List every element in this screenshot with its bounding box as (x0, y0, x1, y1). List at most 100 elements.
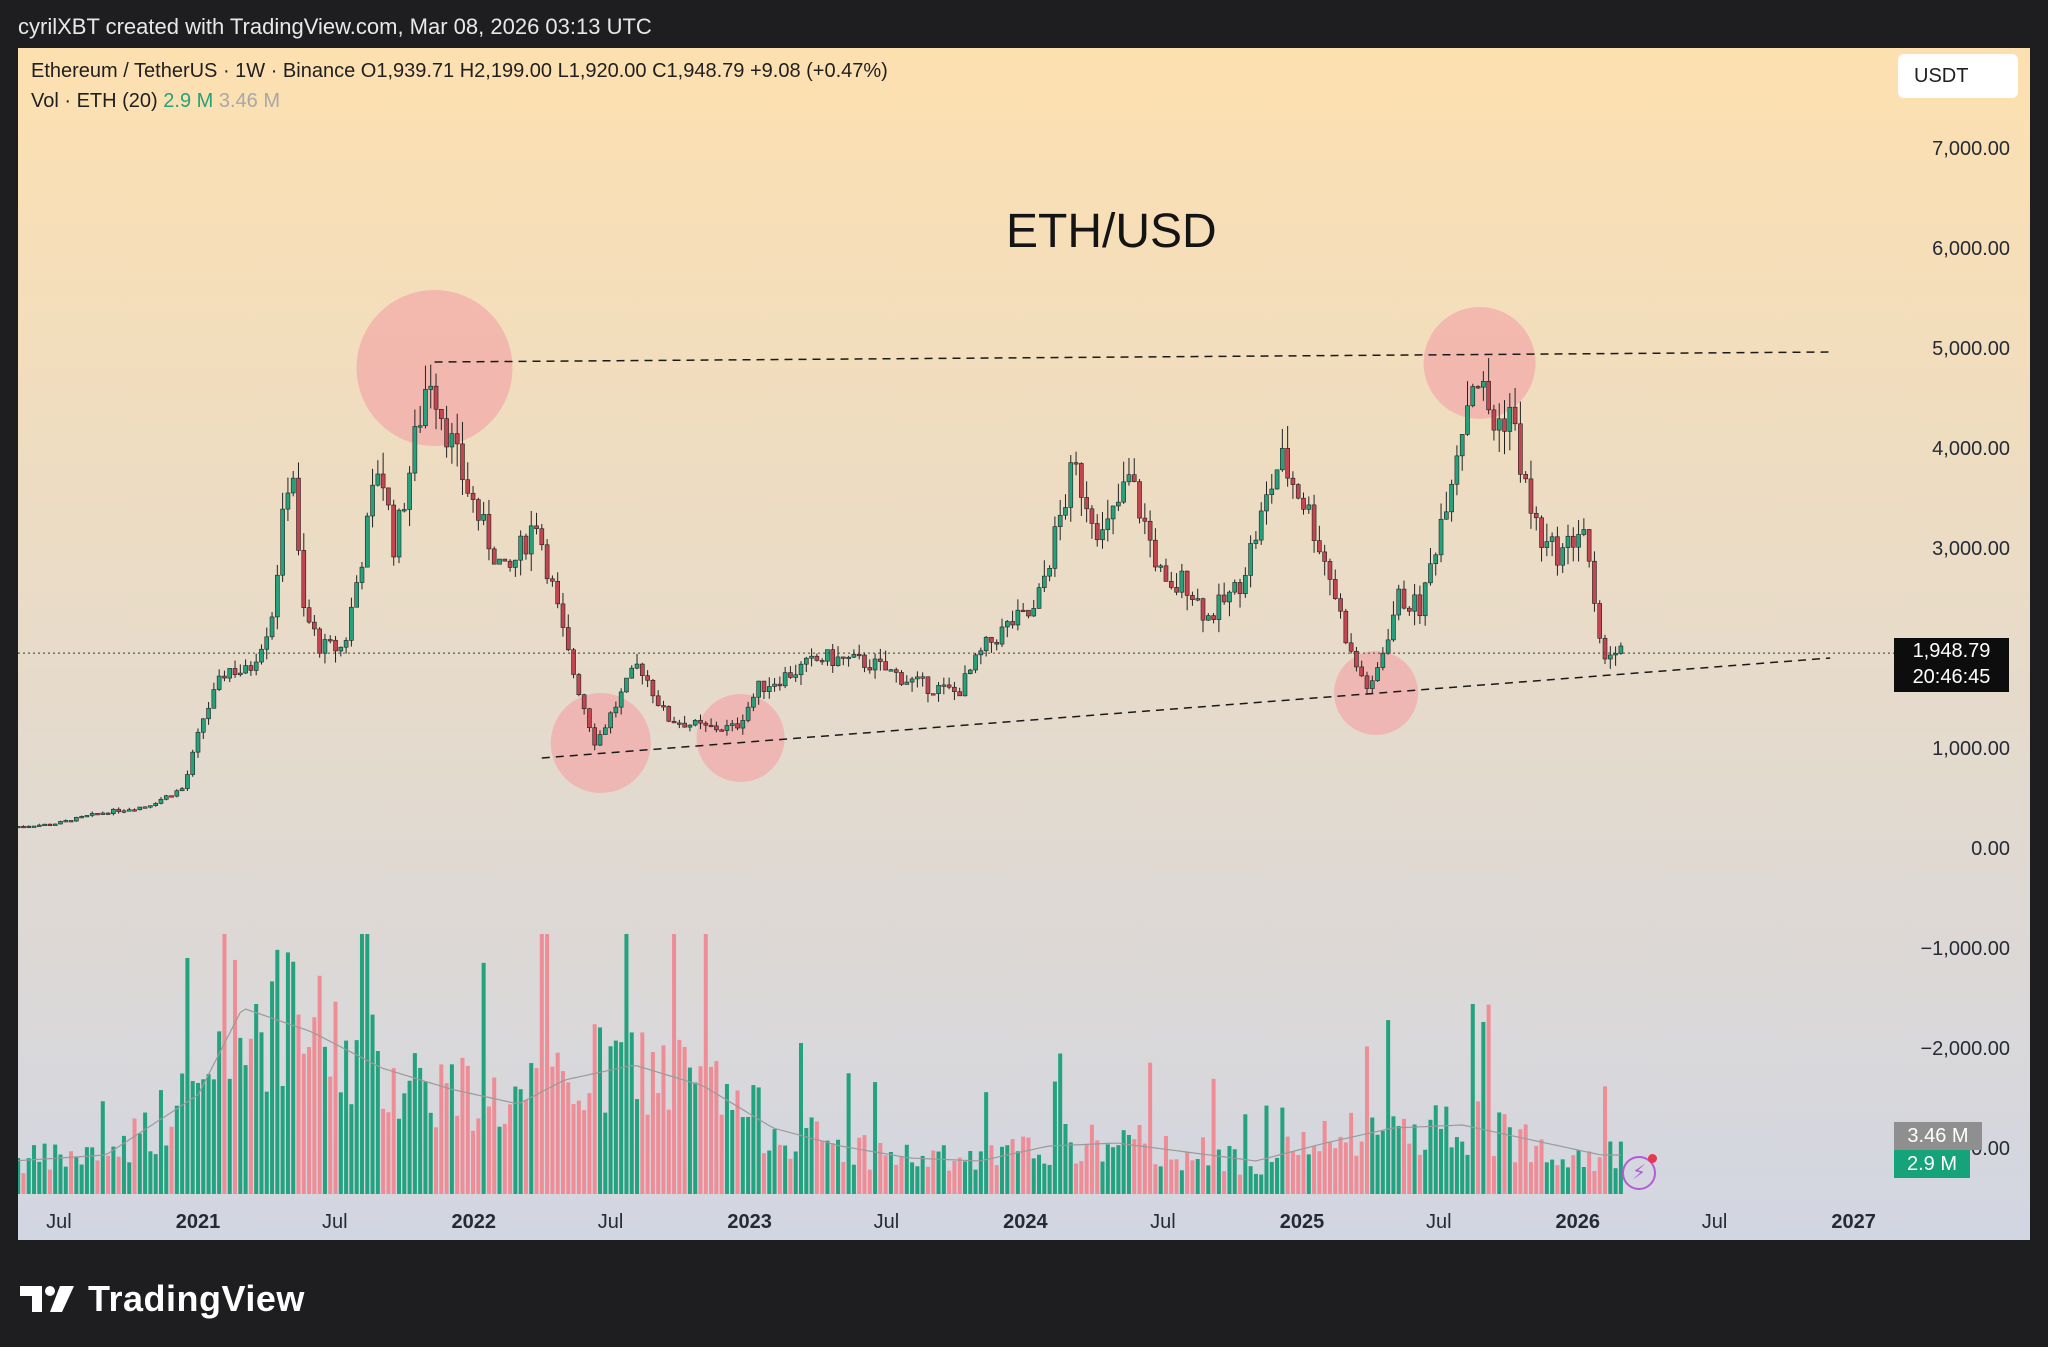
volume-bar (825, 1140, 830, 1194)
volume-bar (978, 1151, 983, 1194)
volume-bar (836, 1139, 841, 1194)
y-tick-label: −1,000.00 (1920, 938, 2010, 960)
candle-body (470, 492, 476, 500)
candle-body (200, 718, 206, 733)
volume-bar (1190, 1160, 1195, 1194)
volume-bar (1322, 1120, 1327, 1194)
candle-body (1253, 539, 1259, 544)
candle-body (42, 823, 47, 826)
volume-last-label: 2.9 M (1894, 1150, 1970, 1178)
volume-bar (111, 1146, 116, 1194)
volume-bar (756, 1087, 761, 1194)
candle-body (946, 684, 952, 688)
volume-bar (1095, 1140, 1100, 1194)
candle-body (1518, 423, 1523, 475)
currency-unit-button[interactable]: USDT (1898, 54, 2018, 98)
candle-body (1047, 568, 1052, 577)
candle-body (1602, 637, 1608, 660)
candle-body (550, 578, 555, 582)
volume-bar (1068, 1142, 1073, 1194)
candle-body (1147, 520, 1153, 541)
tradingview-logo[interactable]: TradingView (20, 1278, 305, 1320)
volume-bar (63, 1166, 68, 1194)
candle-body (391, 504, 397, 558)
candle-body (364, 515, 370, 568)
volume-bar (259, 1032, 264, 1194)
candle-body (708, 724, 714, 728)
candle-body (1280, 447, 1285, 471)
y-tick-label: 3,000.00 (1932, 538, 2010, 560)
candle-body (909, 678, 915, 683)
candle-body (1539, 517, 1544, 548)
lightning-icon[interactable]: ⚡ (1622, 1156, 1656, 1190)
volume-bar (936, 1151, 941, 1194)
candle-body (1158, 565, 1163, 568)
volume-bar (1079, 1161, 1084, 1194)
volume-bar (777, 1144, 782, 1194)
candle-body (967, 669, 973, 674)
volume-bar (899, 1156, 904, 1194)
candle-body (142, 806, 148, 809)
x-tick-label: 2026 (1556, 1211, 1601, 1233)
volume-bar (502, 1123, 507, 1194)
volume-bar (1513, 1162, 1518, 1194)
candle-body (1216, 594, 1222, 620)
volume-bar (751, 1085, 756, 1194)
candle-body (1465, 405, 1470, 435)
candle-body (1401, 588, 1407, 609)
y-tick-label: 4,000.00 (1932, 438, 2010, 460)
candle-body (899, 672, 904, 685)
candle-body (206, 707, 211, 720)
volume-bar (301, 1053, 306, 1194)
volume-bar (1206, 1165, 1211, 1194)
volume-bar (280, 1085, 285, 1194)
volume-bar (1169, 1159, 1174, 1194)
candle-body (1555, 536, 1560, 566)
volume-bar (608, 1046, 613, 1194)
volume-bar (248, 1038, 253, 1194)
symbol-line: Ethereum / TetherUS · 1W · Binance O1,93… (31, 60, 888, 82)
candle-body (841, 656, 846, 659)
chart-panel[interactable]: Jul 2021 Jul 2022 Jul 2023 Jul 2024 Jul 2025 Jul 20… (18, 48, 2030, 1240)
volume-bar (772, 1129, 777, 1194)
candle-body (825, 649, 830, 662)
volume-bar (1428, 1119, 1433, 1194)
candle-body (264, 636, 270, 650)
candle-body (1412, 594, 1417, 612)
candle-body (153, 803, 158, 806)
highlight-circle (696, 694, 785, 782)
volume-bar (423, 1081, 428, 1194)
volume-bar (883, 1155, 888, 1194)
bar-countdown: 20:46:45 (1912, 666, 1991, 688)
candle-body (1391, 614, 1396, 641)
candle-body (888, 669, 894, 672)
volume-bar (1581, 1167, 1586, 1194)
candle-body (729, 723, 735, 726)
volume-bar (571, 1104, 576, 1194)
notification-dot-icon (1648, 1154, 1657, 1163)
price-chart[interactable]: Jul 2021 Jul 2022 Jul 2023 Jul 2024 Jul 2025 Jul 20… (18, 48, 2030, 1240)
volume-bar (254, 1003, 259, 1194)
candle-body (1317, 540, 1322, 553)
last-price-label: 1,948.79 20:46:45 (1894, 638, 2009, 692)
candle-body (407, 472, 412, 510)
volume-bar (529, 1063, 534, 1194)
candle-body (571, 649, 576, 675)
candle-body (513, 559, 518, 568)
candle-body (1586, 529, 1592, 562)
candle-body (788, 672, 793, 678)
candle-body (370, 484, 375, 517)
candle-body (174, 790, 180, 797)
candle-body (1243, 575, 1248, 595)
footer-bar: TradingView (0, 1240, 2048, 1347)
volume-bar (434, 1127, 439, 1194)
candle-body (745, 706, 751, 721)
volume-bar (317, 975, 322, 1194)
candle-body (428, 385, 434, 390)
candle-body (1174, 587, 1179, 593)
volume-bar (1306, 1154, 1311, 1194)
candle-body (79, 816, 84, 819)
volume-ma-value: 3.46 M (218, 90, 281, 112)
volume-bar (1412, 1124, 1417, 1194)
candle-body (1063, 507, 1068, 516)
